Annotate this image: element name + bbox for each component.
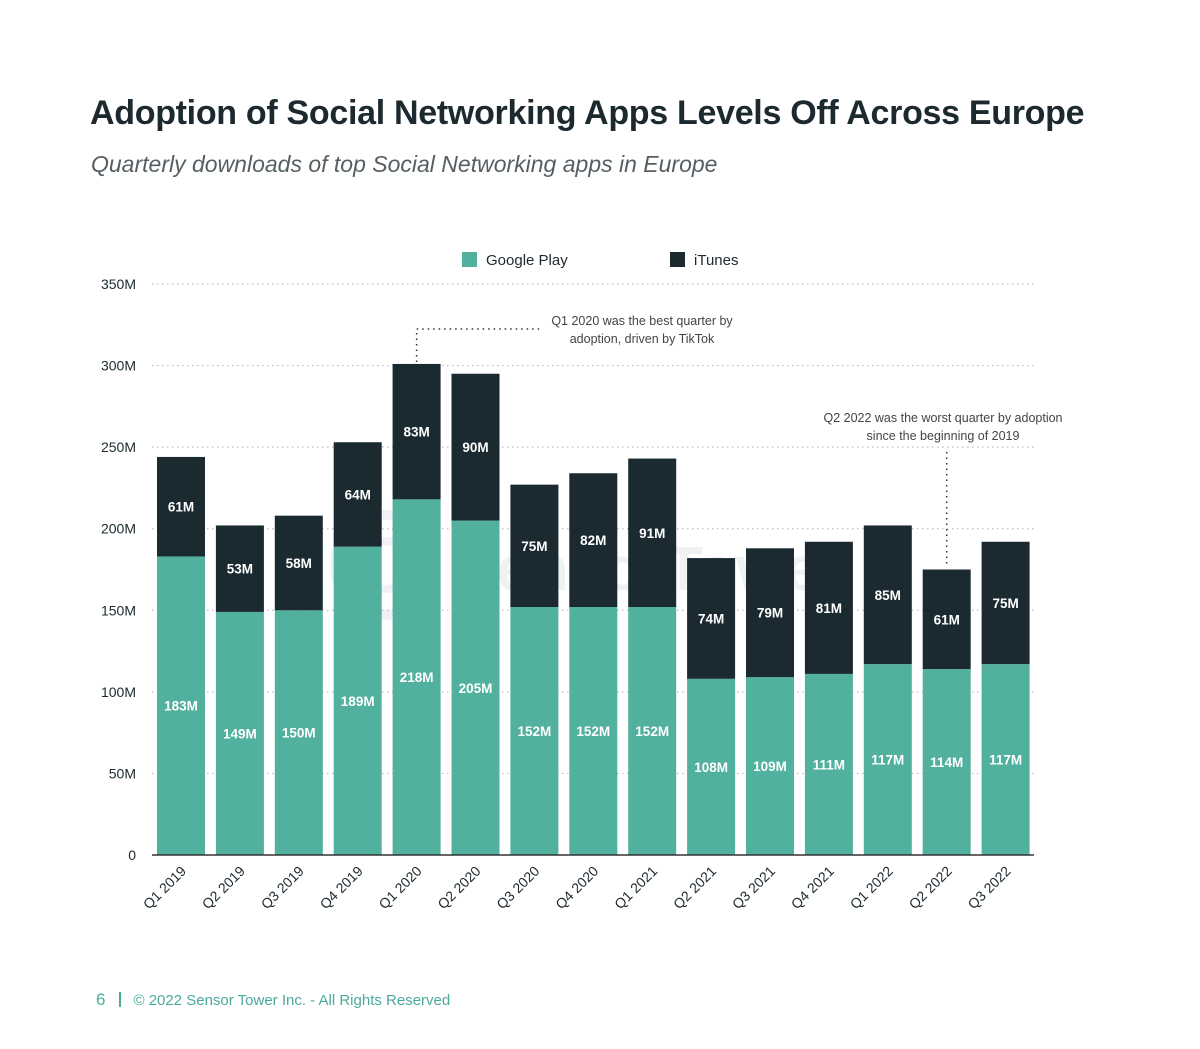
data-label-itunes: 75M xyxy=(521,539,547,554)
y-tick-label: 350M xyxy=(101,276,136,292)
data-label-google-play: 149M xyxy=(223,726,257,741)
bar-itunes xyxy=(274,515,323,611)
bar-itunes xyxy=(569,473,618,608)
bar-google-play xyxy=(274,610,323,855)
y-tick-label: 100M xyxy=(101,684,136,700)
data-label-google-play: 189M xyxy=(341,694,375,709)
data-label-itunes: 83M xyxy=(403,425,429,440)
page-subtitle: Quarterly downloads of top Social Networ… xyxy=(91,151,718,177)
x-tick-label: Q4 2021 xyxy=(788,863,837,912)
data-label-itunes: 75M xyxy=(992,596,1018,611)
bar-google-play xyxy=(392,499,441,855)
bar-itunes xyxy=(746,548,794,678)
bar-google-play xyxy=(333,546,382,855)
bar-itunes xyxy=(922,569,971,670)
x-tick-label: Q3 2019 xyxy=(258,863,307,912)
data-label-google-play: 117M xyxy=(989,753,1022,768)
bar-itunes xyxy=(392,363,441,500)
bar-google-play xyxy=(981,664,1030,855)
data-label-itunes: 61M xyxy=(168,500,194,515)
data-label-google-play: 111M xyxy=(813,757,845,772)
bar-google-play xyxy=(863,664,912,855)
y-tick-label: 50M xyxy=(109,765,136,781)
y-tick-label: 150M xyxy=(101,602,136,618)
bar-google-play xyxy=(569,607,618,855)
legend-swatch xyxy=(670,252,685,267)
x-tick-label: Q3 2021 xyxy=(729,863,778,912)
x-tick-label: Q4 2019 xyxy=(317,863,366,912)
bar-itunes xyxy=(804,541,853,674)
bar-google-play xyxy=(510,607,559,855)
annotation-text: adoption, driven by TikTok xyxy=(570,332,715,346)
data-label-google-play: 205M xyxy=(459,681,493,696)
bar-itunes xyxy=(510,484,559,608)
bar-google-play xyxy=(687,678,736,855)
x-tick-label: Q4 2020 xyxy=(552,863,601,912)
x-tick-label: Q3 2020 xyxy=(493,863,542,912)
annotation-text: Q2 2022 was the worst quarter by adoptio… xyxy=(823,411,1062,425)
bar-google-play xyxy=(746,677,794,855)
page-number: 6 xyxy=(96,990,106,1009)
annotation-text: since the beginning of 2019 xyxy=(867,429,1020,443)
data-label-google-play: 152M xyxy=(576,724,610,739)
data-label-google-play: 114M xyxy=(930,755,963,770)
data-label-itunes: 91M xyxy=(639,526,665,541)
data-label-google-play: 117M xyxy=(871,753,904,768)
legend-label: Google Play xyxy=(486,252,568,269)
y-tick-label: 250M xyxy=(101,439,136,455)
data-label-google-play: 152M xyxy=(635,724,669,739)
x-tick-label: Q1 2022 xyxy=(847,863,896,912)
x-tick-label: Q1 2021 xyxy=(611,863,660,912)
y-tick-label: 0 xyxy=(128,847,136,863)
legend-label: iTunes xyxy=(694,252,738,269)
y-tick-label: 200M xyxy=(101,521,136,537)
data-label-itunes: 64M xyxy=(345,487,371,502)
data-label-itunes: 79M xyxy=(757,606,783,621)
footer-divider xyxy=(119,992,122,1007)
x-tick-label: Q3 2022 xyxy=(964,863,1013,912)
x-tick-label: Q2 2022 xyxy=(906,863,955,912)
copyright-text: © 2022 Sensor Tower Inc. - All Rights Re… xyxy=(133,992,451,1009)
x-tick-label: Q1 2019 xyxy=(140,863,189,912)
legend-swatch xyxy=(462,252,477,267)
x-tick-label: Q2 2020 xyxy=(434,863,483,912)
y-tick-label: 300M xyxy=(101,358,136,374)
page-title: Adoption of Social Networking Apps Level… xyxy=(90,94,1085,132)
bar-google-play xyxy=(804,673,853,855)
data-label-itunes: 90M xyxy=(462,440,488,455)
bar-google-play xyxy=(451,520,500,855)
bar-google-play xyxy=(157,556,205,855)
data-label-itunes: 82M xyxy=(580,533,606,548)
bar-itunes xyxy=(157,456,205,557)
data-label-google-play: 218M xyxy=(400,670,434,685)
annotation-leader-line xyxy=(415,328,542,362)
data-label-itunes: 53M xyxy=(227,562,253,577)
bar-itunes xyxy=(215,525,264,612)
data-label-itunes: 58M xyxy=(286,556,312,571)
bar-google-play xyxy=(628,607,677,855)
bar-google-play xyxy=(215,611,264,855)
data-label-itunes: 61M xyxy=(934,612,960,627)
data-label-google-play: 109M xyxy=(753,759,787,774)
x-tick-label: Q2 2021 xyxy=(670,863,719,912)
bar-itunes xyxy=(628,458,677,608)
bar-itunes xyxy=(451,373,500,521)
data-label-itunes: 85M xyxy=(875,588,901,603)
x-tick-label: Q1 2020 xyxy=(375,863,424,912)
data-label-itunes: 81M xyxy=(816,601,842,616)
annotation-text: Q1 2020 was the best quarter by xyxy=(551,314,733,328)
bar-itunes xyxy=(687,558,736,679)
data-label-google-play: 108M xyxy=(694,760,728,775)
footer: 6 © 2022 Sensor Tower Inc. - All Rights R… xyxy=(96,990,450,1010)
bar-google-play xyxy=(922,669,971,855)
bar-itunes xyxy=(981,541,1030,665)
data-label-google-play: 150M xyxy=(282,726,316,741)
data-label-itunes: 74M xyxy=(698,611,724,626)
data-label-google-play: 183M xyxy=(164,699,198,714)
bar-itunes xyxy=(863,525,912,665)
x-tick-label: Q2 2019 xyxy=(199,863,248,912)
data-label-google-play: 152M xyxy=(518,724,552,739)
bar-itunes xyxy=(333,442,382,547)
